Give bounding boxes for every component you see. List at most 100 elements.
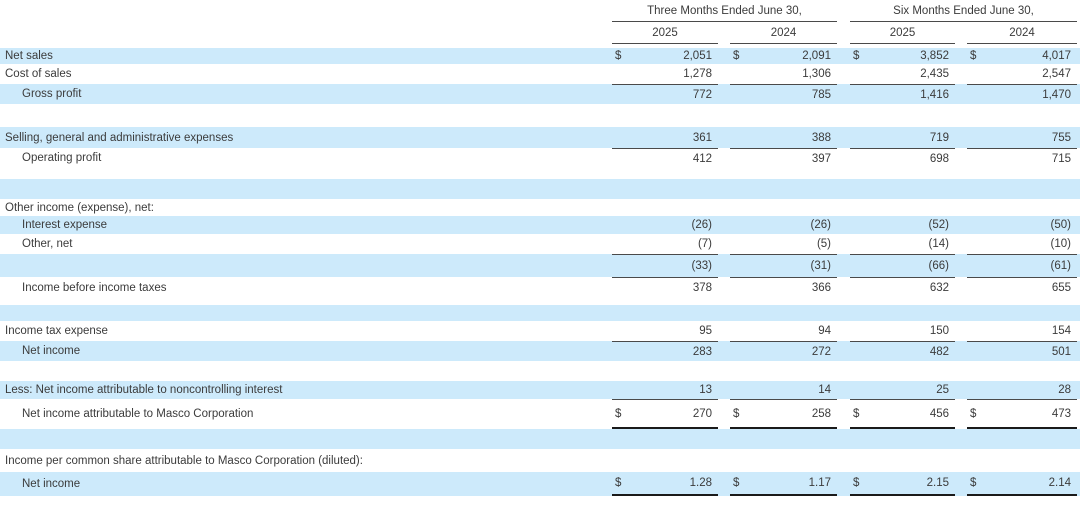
value-cell: 2,435: [850, 64, 955, 84]
spacer-row: [0, 361, 1080, 381]
value-cell: (52): [850, 216, 955, 234]
value-cell: 388: [730, 127, 837, 148]
value-cell: 272: [730, 341, 837, 361]
cell-value: 25: [936, 384, 949, 396]
cell-value: (61): [1050, 260, 1071, 272]
value-cell: $2,051: [612, 48, 718, 64]
dollar-sign: $: [733, 50, 740, 62]
row-label: Net income attributable to Masco Corpora…: [22, 408, 254, 420]
value-cell: 501: [967, 341, 1077, 361]
dollar-sign: $: [615, 477, 622, 489]
cell-value: 361: [692, 131, 712, 144]
spacer-row: [0, 305, 1080, 321]
year-header-2025-q: 2025: [612, 22, 718, 44]
value-cell: (50): [967, 216, 1077, 234]
value-cell: 1,278: [612, 64, 718, 84]
value-cell: (7): [612, 234, 718, 254]
value-cell: $270: [612, 399, 718, 429]
dollar-sign: $: [615, 50, 622, 62]
value-cell: 772: [612, 84, 718, 104]
row-label: Income tax expense: [5, 325, 108, 337]
cell-value: 473: [1051, 407, 1071, 420]
header-label-spacer: [0, 0, 612, 22]
year-header-2024-ytd: 2024: [967, 22, 1077, 44]
cell-value: 2.15: [926, 477, 949, 489]
cell-value: 456: [929, 407, 949, 420]
dollar-sign: $: [970, 477, 977, 489]
value-cell: $473: [967, 399, 1077, 429]
table-row: (33) (31) (66) (61): [0, 254, 1080, 277]
value-cell: $2,091: [730, 48, 837, 64]
cell-value: (7): [697, 238, 712, 250]
column-group-three-months: Three Months Ended June 30,: [612, 0, 837, 22]
row-label: Other, net: [22, 238, 73, 250]
value-cell: 698: [850, 148, 955, 168]
value-cell: (26): [730, 216, 837, 234]
cell-value: (5): [816, 238, 831, 250]
cell-value: (26): [691, 219, 712, 231]
value-cell: (5): [730, 234, 837, 254]
cell-value: (31): [810, 260, 831, 272]
row-label: [0, 254, 612, 277]
row-label: Net sales: [5, 50, 53, 62]
value-cell: 95: [612, 321, 718, 341]
value-cell: (61): [967, 254, 1077, 277]
value-cell: (14): [850, 234, 955, 254]
value-cell: 482: [850, 341, 955, 361]
table-row: Other, net (7) (5) (14) (10): [0, 234, 1080, 254]
cell-value: 698: [929, 152, 949, 165]
table-row: Cost of sales 1,278 1,306 2,435 2,547: [0, 64, 1080, 84]
value-cell: $258: [730, 399, 837, 429]
value-cell: 94: [730, 321, 837, 341]
table-row: Less: Net income attributable to noncont…: [0, 381, 1080, 399]
value-cell: 28: [967, 381, 1077, 399]
table-row: Interest expense (26) (26) (52) (50): [0, 216, 1080, 234]
dollar-sign: $: [853, 477, 860, 489]
cell-value: 2.14: [1048, 477, 1071, 489]
row-label: [0, 179, 612, 199]
cell-value: (14): [928, 238, 949, 250]
value-cell: (33): [612, 254, 718, 277]
cell-value: 272: [811, 345, 831, 358]
cell-value: 366: [811, 282, 831, 294]
row-label: Less: Net income attributable to noncont…: [5, 384, 283, 396]
row-label: [0, 298, 612, 305]
value-cell: 13: [612, 381, 718, 399]
table-row: Operating profit 412 397 698 715: [0, 148, 1080, 168]
value-cell: 715: [967, 148, 1077, 168]
cell-value: 397: [811, 152, 831, 165]
header-label-spacer: [0, 22, 612, 44]
cell-value: 94: [818, 325, 831, 337]
value-cell: $4,017: [967, 48, 1077, 64]
dollar-sign: $: [970, 50, 977, 62]
dollar-sign: $: [733, 477, 740, 489]
row-label: [0, 305, 612, 321]
table-row: Income tax expense 95 94 150 154: [0, 321, 1080, 341]
cell-value: 715: [1051, 152, 1071, 165]
value-cell: 755: [967, 127, 1077, 148]
cell-value: 1.28: [689, 477, 712, 489]
cell-value: 719: [929, 131, 949, 144]
cell-value: 412: [692, 152, 712, 165]
value-cell: (31): [730, 254, 837, 277]
cell-value: 2,091: [802, 50, 831, 62]
value-cell: 785: [730, 84, 837, 104]
table-row: Income before income taxes 378 366 632 655: [0, 277, 1080, 298]
cell-value: (33): [691, 260, 712, 272]
table-body: Net sales $2,051 $2,091 $3,852 $4,017 Cost of…: [0, 48, 1080, 496]
period-header-row: Three Months Ended June 30, Six Months E…: [0, 0, 1080, 22]
header-gap: [0, 44, 1080, 48]
cell-value: 2,051: [683, 50, 712, 62]
row-label: Net income: [22, 345, 81, 357]
row-label: Selling, general and administrative expe…: [5, 131, 234, 144]
cell-value: 755: [1051, 131, 1071, 144]
table-row: Selling, general and administrative expe…: [0, 127, 1080, 148]
value-cell: 397: [730, 148, 837, 168]
table-row: Gross profit 772 785 1,416 1,470: [0, 84, 1080, 104]
value-cell: 719: [850, 127, 955, 148]
value-cell: 361: [612, 127, 718, 148]
cell-value: 13: [699, 384, 712, 396]
cell-value: 785: [811, 88, 831, 101]
cell-value: 1,306: [802, 68, 831, 80]
column-group-six-months: Six Months Ended June 30,: [850, 0, 1077, 22]
